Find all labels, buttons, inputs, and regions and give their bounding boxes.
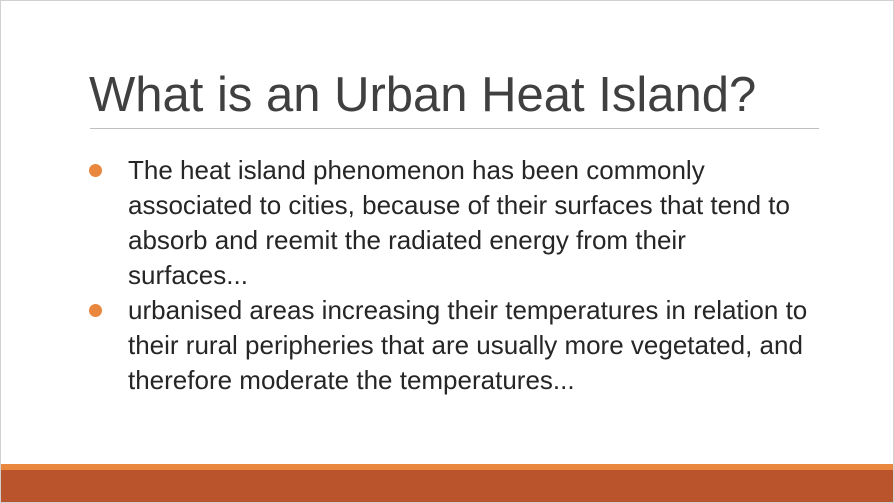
footer-band [1,464,893,502]
bullet-item: The heat island phenomenon has been comm… [89,153,809,293]
bullet-list: The heat island phenomenon has been comm… [89,153,809,398]
bullet-dot-icon [89,164,102,177]
bullet-text: The heat island phenomenon has been comm… [128,155,790,290]
footer-accent-stripe [1,464,893,470]
footer-main-stripe [1,470,893,502]
slide-title: What is an Urban Heat Island? [89,68,757,122]
bullet-item: urbanised areas increasing their tempera… [89,293,809,398]
bullet-dot-icon [89,304,102,317]
bullet-text: urbanised areas increasing their tempera… [128,295,808,395]
title-divider [90,128,819,129]
